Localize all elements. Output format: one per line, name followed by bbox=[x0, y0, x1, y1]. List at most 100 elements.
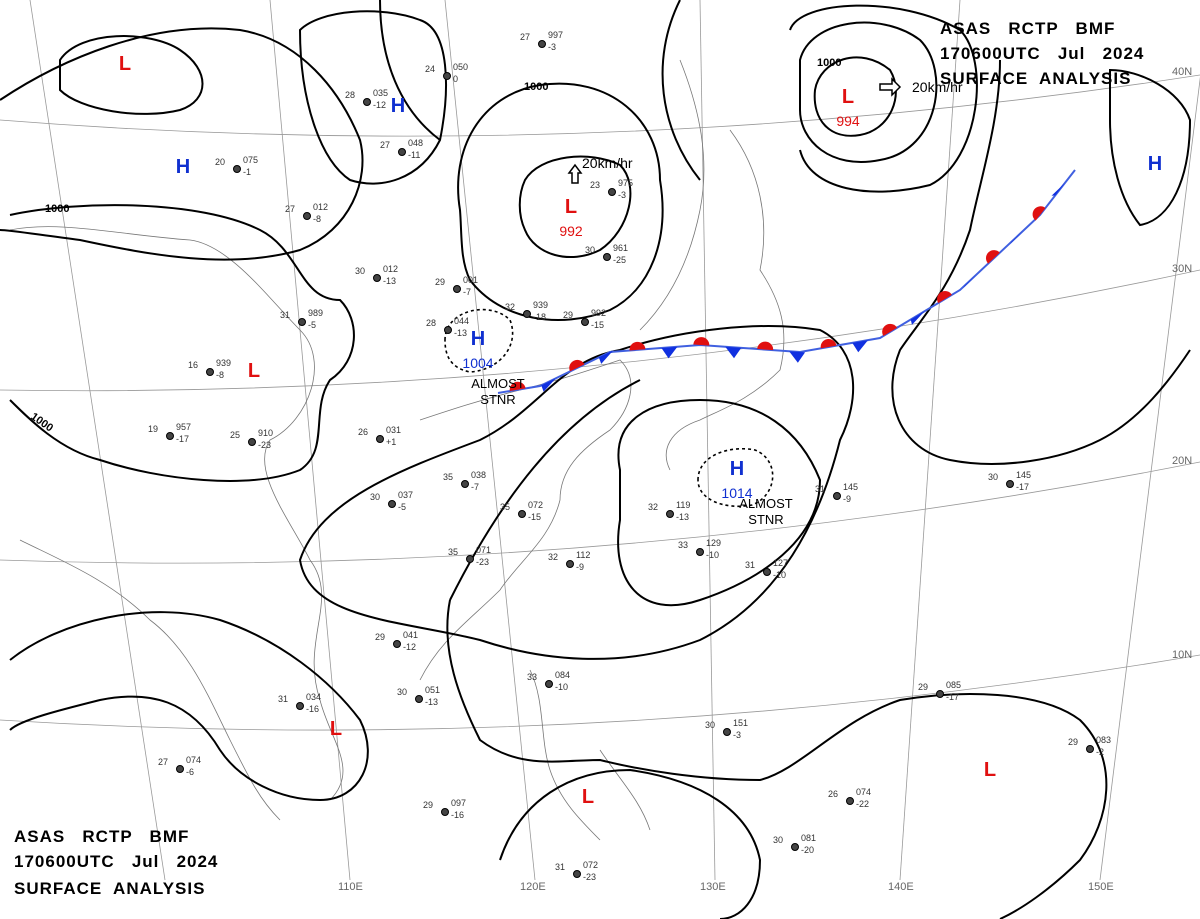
station-circle bbox=[298, 318, 306, 326]
station: 35 072 -15 bbox=[500, 500, 543, 522]
front-line bbox=[497, 169, 1076, 394]
station-temp: 33 bbox=[678, 540, 688, 550]
station-pressure: 145 bbox=[1016, 470, 1031, 480]
longitude-label: 120E bbox=[520, 881, 546, 893]
pressure-center: L bbox=[330, 718, 342, 740]
station-circle bbox=[393, 640, 401, 648]
pressure-center: L bbox=[582, 786, 594, 808]
header-bottom: ASAS RCTP BMF 170600UTC Jul 2024 SURFACE… bbox=[14, 827, 217, 898]
station-pressure: 051 bbox=[425, 685, 440, 695]
header-line: ASAS RCTP BMF bbox=[940, 19, 1115, 38]
cold-symbol bbox=[725, 346, 742, 359]
station: 20 075 -1 bbox=[215, 155, 258, 177]
station-pressure: 939 bbox=[216, 358, 231, 368]
longitude-line bbox=[269, 0, 351, 881]
station-tendency: -11 bbox=[408, 150, 420, 160]
cold-symbol bbox=[852, 340, 869, 353]
station-temp: 28 bbox=[426, 318, 436, 328]
station-temp: 29 bbox=[375, 632, 385, 642]
isobar-label: 1000 bbox=[817, 57, 841, 69]
station-pressure: 145 bbox=[843, 482, 858, 492]
warm-symbol bbox=[882, 323, 898, 337]
labels: 40N 30N 20N 10N 110E 120E 130E 140E 150E L H H H L 992… bbox=[28, 30, 1192, 893]
latitude-label: 40N bbox=[1172, 66, 1192, 78]
station-tendency: -15 bbox=[591, 320, 604, 330]
central-pressure: 1014 bbox=[721, 485, 752, 501]
station-tendency: -9 bbox=[576, 562, 584, 572]
station-pressure: 997 bbox=[548, 30, 563, 40]
station-tendency: -25 bbox=[613, 255, 626, 265]
station-pressure: 910 bbox=[258, 428, 273, 438]
station-circle bbox=[1006, 480, 1014, 488]
station: 30 037 -5 bbox=[370, 490, 413, 512]
station: 27 048 -11 bbox=[380, 138, 423, 160]
station-temp: 30 bbox=[397, 687, 407, 697]
stationary-front bbox=[497, 169, 1076, 394]
cold-symbol bbox=[789, 351, 806, 363]
station-temp: 26 bbox=[828, 789, 838, 799]
station-pressure: 127 bbox=[773, 558, 788, 568]
longitude-label: 150E bbox=[1088, 881, 1114, 893]
station-pressure: 081 bbox=[801, 833, 816, 843]
station-circle bbox=[248, 438, 256, 446]
station-circle bbox=[696, 548, 704, 556]
station-tendency: -23 bbox=[583, 872, 596, 882]
station-temp: 16 bbox=[188, 360, 198, 370]
station-tendency: -13 bbox=[676, 512, 689, 522]
station-tendency: -16 bbox=[451, 810, 464, 820]
movement-label: 20km/hr bbox=[582, 155, 633, 171]
station-circle bbox=[545, 680, 553, 688]
station-circle bbox=[833, 492, 841, 500]
latitude-line bbox=[0, 461, 1200, 564]
station-tendency: -15 bbox=[528, 512, 541, 522]
station: 35 071 -23 bbox=[448, 545, 491, 567]
pressure-center: H bbox=[391, 95, 405, 117]
station-tendency: -9 bbox=[843, 494, 851, 504]
station-tendency: -6 bbox=[186, 767, 194, 777]
station: 31 145 -9 bbox=[815, 482, 858, 504]
station-tendency: 0 bbox=[453, 74, 458, 84]
station-pressure: 072 bbox=[583, 860, 598, 870]
station: 16 939 -8 bbox=[188, 358, 231, 380]
station-circle bbox=[1086, 745, 1094, 753]
station-pressure: 034 bbox=[306, 692, 321, 702]
station-temp: 19 bbox=[148, 424, 158, 434]
station-temp: 24 bbox=[425, 64, 435, 74]
note: ALMOST STNR bbox=[739, 496, 793, 527]
station-tendency: -17 bbox=[176, 434, 189, 444]
station: 23 975 -3 bbox=[590, 178, 633, 200]
station-temp: 35 bbox=[443, 472, 453, 482]
station-temp: 27 bbox=[520, 32, 530, 42]
station-tendency: -10 bbox=[706, 550, 719, 560]
station-circle bbox=[233, 165, 241, 173]
pressure-center: H bbox=[730, 458, 744, 480]
longitude-label: 110E bbox=[338, 881, 363, 893]
station-pressure: 035 bbox=[373, 88, 388, 98]
station: 29 041 -12 bbox=[375, 630, 418, 652]
pressure-center: L bbox=[565, 196, 577, 218]
station-temp: 30 bbox=[705, 720, 715, 730]
warm-symbol bbox=[757, 341, 774, 351]
station-tendency: -8 bbox=[313, 214, 321, 224]
longitude-label: 130E bbox=[700, 881, 726, 893]
station-pressure: 083 bbox=[1096, 735, 1111, 745]
station-tendency: -5 bbox=[398, 502, 406, 512]
station-temp: 27 bbox=[158, 757, 168, 767]
station: 26 031 +1 bbox=[358, 425, 401, 447]
station-tendency: -13 bbox=[454, 328, 467, 338]
station-tendency: -23 bbox=[258, 440, 271, 450]
warm-symbol bbox=[629, 341, 646, 351]
station-pressure: 975 bbox=[618, 178, 633, 188]
station: 27 997 -3 bbox=[520, 30, 563, 52]
station: 31 034 -16 bbox=[278, 692, 321, 714]
station: 30 145 -17 bbox=[988, 470, 1031, 492]
station: 29 097 -16 bbox=[423, 798, 466, 820]
station-circle bbox=[518, 510, 526, 518]
station-pressure: 961 bbox=[613, 243, 628, 253]
graticule bbox=[0, 0, 1200, 881]
station-pressure: 957 bbox=[176, 422, 191, 432]
station-temp: 29 bbox=[918, 682, 928, 692]
station-circle bbox=[206, 368, 214, 376]
longitude-line bbox=[444, 0, 536, 881]
station-temp: 20 bbox=[215, 157, 225, 167]
